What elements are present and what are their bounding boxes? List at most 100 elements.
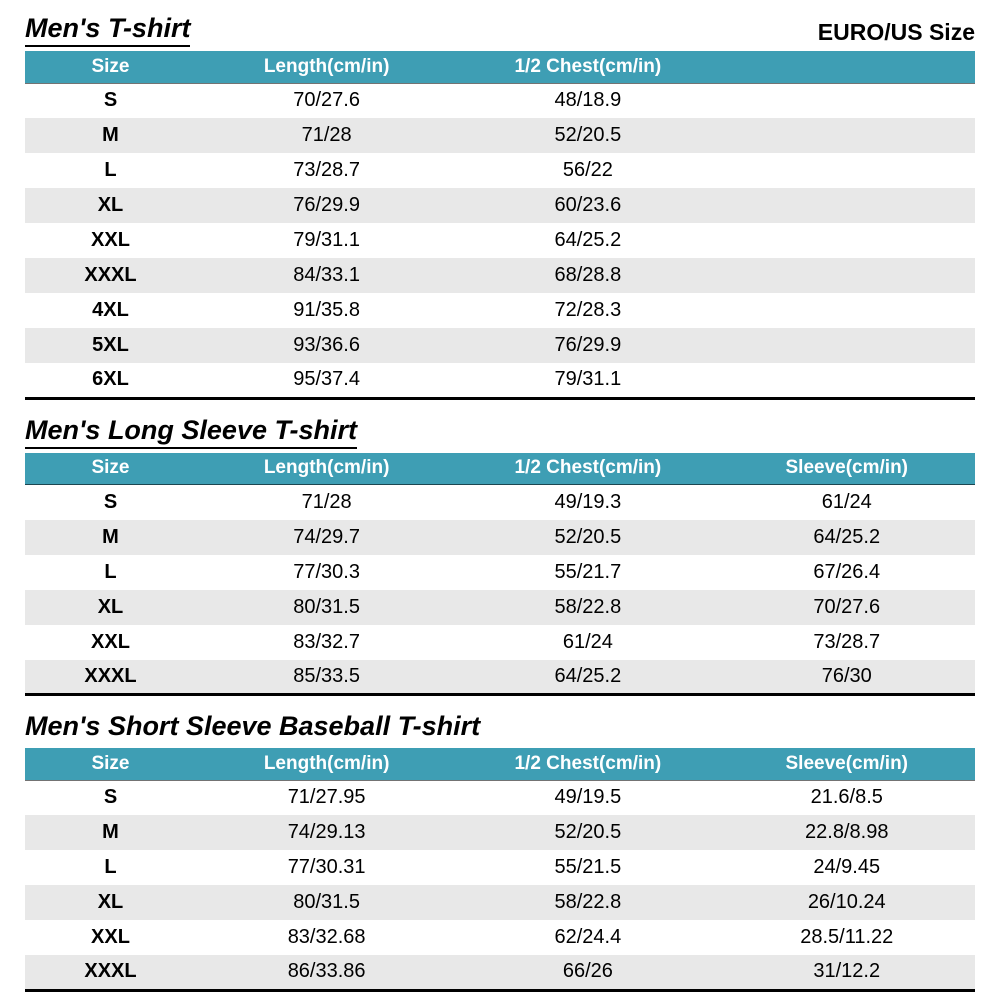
empty-cell	[718, 118, 975, 153]
measurement-cell: 28.5/11.22	[718, 920, 975, 955]
table-row: XL 76/29.9 60/23.6	[25, 188, 975, 223]
section-mens-short-sleeve-baseball-tshirt: Men's Short Sleeve Baseball T-shirt Size…	[25, 710, 975, 992]
measurement-cell: 67/26.4	[718, 554, 975, 590]
measurement-cell: 48/18.9	[457, 83, 719, 118]
measurement-cell: 21.6/8.5	[718, 780, 975, 815]
measurement-cell: 71/27.95	[196, 780, 458, 815]
header-row: Size Length(cm/in) 1/2 Chest(cm/in)	[25, 51, 975, 84]
column-header: Size	[25, 748, 196, 781]
size-cell: 6XL	[25, 363, 196, 398]
measurement-cell: 91/35.8	[196, 293, 458, 328]
measurement-cell: 80/31.5	[196, 589, 458, 625]
measurement-cell: 70/27.6	[196, 83, 458, 118]
measurement-cell: 61/24	[457, 624, 719, 660]
size-standard-label: EURO/US Size	[817, 19, 975, 45]
measurement-cell: 85/33.5	[196, 659, 458, 695]
empty-cell	[718, 153, 975, 188]
measurement-cell: 72/28.3	[457, 293, 719, 328]
column-header: Length(cm/in)	[196, 51, 458, 84]
measurement-cell: 86/33.86	[196, 955, 458, 990]
measurement-cell: 58/22.8	[457, 885, 719, 920]
header-row: Size Length(cm/in) 1/2 Chest(cm/in) Sleeve(…	[25, 748, 975, 781]
size-cell: L	[25, 554, 196, 590]
measurement-cell: 71/28	[196, 484, 458, 520]
section-head: Men's Short Sleeve Baseball T-shirt	[25, 710, 975, 744]
size-cell: XXL	[25, 624, 196, 660]
measurement-cell: 71/28	[196, 118, 458, 153]
measurement-cell: 52/20.5	[457, 815, 719, 850]
measurement-cell: 77/30.31	[196, 850, 458, 885]
size-cell: XL	[25, 188, 196, 223]
size-cell: XXXL	[25, 258, 196, 293]
table-row: S 70/27.6 48/18.9	[25, 83, 975, 118]
measurement-cell: 95/37.4	[196, 363, 458, 398]
measurement-cell: 26/10.24	[718, 885, 975, 920]
table-row: XL 80/31.5 58/22.8 70/27.6	[25, 589, 975, 625]
table-row: M 74/29.7 52/20.5 64/25.2	[25, 519, 975, 555]
size-cell: XXL	[25, 223, 196, 258]
table-row: 6XL 95/37.4 79/31.1	[25, 363, 975, 398]
measurement-cell: 55/21.5	[457, 850, 719, 885]
table-title-mens-long-sleeve-tshirt: Men's Long Sleeve T-shirt	[25, 414, 357, 449]
table-row: XXXL 84/33.1 68/28.8	[25, 258, 975, 293]
size-cell: M	[25, 118, 196, 153]
column-header: 1/2 Chest(cm/in)	[457, 452, 719, 485]
measurement-cell: 83/32.68	[196, 920, 458, 955]
size-cell: S	[25, 484, 196, 520]
empty-cell	[718, 328, 975, 363]
table-row: XXXL 85/33.5 64/25.2 76/30	[25, 659, 975, 695]
measurement-cell: 73/28.7	[718, 624, 975, 660]
measurement-cell: 60/23.6	[457, 188, 719, 223]
section-mens-tshirt: Men's T-shirt EURO/US Size Size Length(cm…	[25, 12, 975, 400]
size-cell: L	[25, 850, 196, 885]
measurement-cell: 83/32.7	[196, 624, 458, 660]
size-cell: XXL	[25, 920, 196, 955]
empty-cell	[718, 363, 975, 398]
size-cell: M	[25, 519, 196, 555]
section-head: Men's Long Sleeve T-shirt	[25, 414, 975, 449]
column-header: 1/2 Chest(cm/in)	[457, 748, 719, 781]
measurement-cell: 49/19.3	[457, 484, 719, 520]
table-row: M 74/29.13 52/20.5 22.8/8.98	[25, 815, 975, 850]
measurement-cell: 80/31.5	[196, 885, 458, 920]
table-row: M 71/28 52/20.5	[25, 118, 975, 153]
measurement-cell: 76/29.9	[457, 328, 719, 363]
measurement-cell: 64/25.2	[457, 223, 719, 258]
column-header: 1/2 Chest(cm/in)	[457, 51, 719, 84]
table-row: XXL 79/31.1 64/25.2	[25, 223, 975, 258]
size-cell: 5XL	[25, 328, 196, 363]
measurement-cell: 77/30.3	[196, 554, 458, 590]
size-table-mens-tshirt: Size Length(cm/in) 1/2 Chest(cm/in) S 70/27…	[25, 51, 975, 400]
column-header-empty	[718, 51, 975, 84]
size-cell: XL	[25, 885, 196, 920]
measurement-cell: 93/36.6	[196, 328, 458, 363]
empty-cell	[718, 188, 975, 223]
column-header: Size	[25, 452, 196, 485]
measurement-cell: 66/26	[457, 955, 719, 990]
size-cell: S	[25, 780, 196, 815]
table-row: S 71/28 49/19.3 61/24	[25, 484, 975, 520]
measurement-cell: 61/24	[718, 484, 975, 520]
size-cell: S	[25, 83, 196, 118]
size-cell: 4XL	[25, 293, 196, 328]
table-row: L 77/30.3 55/21.7 67/26.4	[25, 554, 975, 590]
empty-cell	[718, 83, 975, 118]
table-row: 5XL 93/36.6 76/29.9	[25, 328, 975, 363]
measurement-cell: 64/25.2	[457, 659, 719, 695]
section-mens-long-sleeve-tshirt: Men's Long Sleeve T-shirt Size Length(cm/…	[25, 414, 975, 696]
size-cell: XXXL	[25, 659, 196, 695]
measurement-cell: 76/30	[718, 659, 975, 695]
measurement-cell: 68/28.8	[457, 258, 719, 293]
measurement-cell: 84/33.1	[196, 258, 458, 293]
measurement-cell: 64/25.2	[718, 519, 975, 555]
measurement-cell: 24/9.45	[718, 850, 975, 885]
column-header: Length(cm/in)	[196, 452, 458, 485]
table-row: XXL 83/32.68 62/24.4 28.5/11.22	[25, 920, 975, 955]
measurement-cell: 79/31.1	[196, 223, 458, 258]
table-title-mens-tshirt: Men's T-shirt	[25, 12, 191, 47]
measurement-cell: 55/21.7	[457, 554, 719, 590]
measurement-cell: 74/29.7	[196, 519, 458, 555]
size-cell: XXXL	[25, 955, 196, 990]
measurement-cell: 79/31.1	[457, 363, 719, 398]
measurement-cell: 52/20.5	[457, 118, 719, 153]
